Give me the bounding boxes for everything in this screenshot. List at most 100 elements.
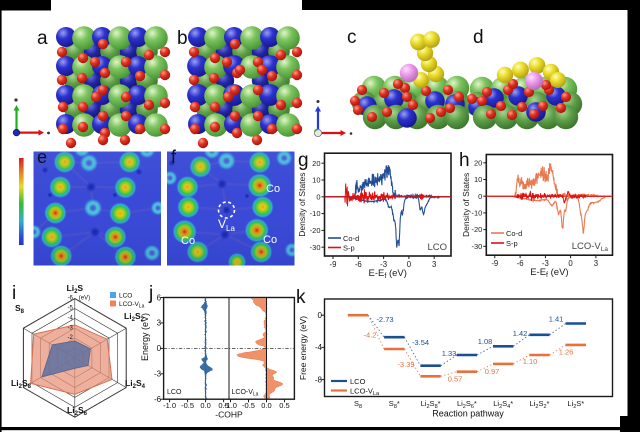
svg-text:-3.39: -3.39: [397, 360, 414, 369]
svg-text:0.57: 0.57: [448, 375, 463, 384]
svg-text:1.10: 1.10: [523, 357, 538, 366]
svg-text:Co: Co: [263, 234, 277, 246]
svg-text:e: e: [37, 147, 47, 167]
svg-text:S8: S8: [15, 303, 25, 315]
svg-text:1.26: 1.26: [559, 348, 574, 357]
svg-text:-3: -3: [67, 325, 73, 331]
svg-text:d: d: [473, 27, 484, 48]
svg-text:-5: -5: [67, 306, 73, 312]
svg-text:Li2S: Li2S: [67, 283, 84, 295]
svg-text:Density of States: Density of States: [297, 172, 307, 236]
svg-text:S8*: S8*: [389, 399, 400, 410]
svg-text:LCO: LCO: [167, 389, 182, 396]
svg-text:b: b: [177, 28, 188, 49]
svg-text:-6: -6: [517, 259, 524, 268]
svg-text:Free energy (eV): Free energy (eV): [298, 316, 308, 380]
svg-text:-6: -6: [154, 395, 162, 404]
svg-text:LCO-VLa: LCO-VLa: [119, 301, 145, 310]
svg-text:Li2S8*: Li2S8*: [421, 399, 441, 410]
svg-text:h: h: [459, 150, 470, 171]
svg-text:0.97: 0.97: [485, 367, 500, 376]
svg-text:0: 0: [318, 311, 323, 320]
svg-text:(eV): (eV): [79, 296, 90, 302]
svg-text:-1.0: -1.0: [163, 401, 176, 410]
svg-text:f: f: [171, 147, 177, 167]
svg-text:-0.5: -0.5: [181, 401, 194, 410]
svg-text:Li2S6: Li2S6: [67, 405, 88, 417]
svg-text:-9: -9: [330, 260, 337, 269]
svg-text:Co: Co: [181, 235, 195, 247]
svg-text:-3: -3: [542, 259, 549, 268]
svg-text:-0.5: -0.5: [242, 401, 255, 410]
svg-text:Co: Co: [266, 183, 280, 195]
svg-text:0: 0: [316, 192, 320, 201]
svg-text:1.42: 1.42: [513, 329, 528, 338]
svg-text:-6: -6: [67, 296, 73, 302]
svg-text:1.08: 1.08: [478, 337, 493, 346]
svg-text:3: 3: [594, 259, 598, 268]
svg-text:10: 10: [474, 175, 482, 184]
svg-text:-2: -2: [67, 335, 73, 341]
svg-text:a: a: [37, 28, 48, 49]
svg-text:-1.0: -1.0: [224, 401, 237, 410]
svg-text:c: c: [347, 27, 357, 48]
svg-text:-8: -8: [315, 375, 323, 384]
svg-text:6: 6: [157, 293, 162, 302]
svg-text:Li2S2*: Li2S2*: [530, 399, 550, 410]
svg-text:-9: -9: [491, 259, 498, 268]
svg-text:E-Ef (eV): E-Ef (eV): [369, 268, 407, 280]
svg-text:Li2S4*: Li2S4*: [493, 399, 513, 410]
svg-text:-30: -30: [310, 243, 321, 252]
svg-text:LCO-VLa: LCO-VLa: [232, 389, 259, 398]
svg-text:-3: -3: [380, 260, 387, 269]
svg-text:1.33: 1.33: [442, 349, 457, 358]
svg-text:-30: -30: [471, 242, 482, 251]
svg-text:k: k: [296, 287, 306, 308]
svg-text:-3: -3: [154, 370, 162, 379]
svg-text:-20: -20: [471, 225, 482, 234]
svg-text:0.5: 0.5: [279, 401, 289, 410]
svg-text:-6: -6: [355, 260, 362, 269]
svg-text:j: j: [148, 283, 153, 304]
svg-text:S8: S8: [354, 399, 362, 410]
svg-text:0.0: 0.0: [261, 401, 271, 410]
svg-text:-20: -20: [310, 226, 321, 235]
svg-text:20: 20: [474, 158, 482, 167]
svg-text:i: i: [12, 283, 16, 304]
svg-text:Li2S4: Li2S4: [125, 378, 146, 390]
svg-text:0: 0: [568, 259, 573, 268]
svg-text:Reaction pathway: Reaction pathway: [432, 409, 504, 419]
svg-text:S-p: S-p: [343, 244, 355, 253]
svg-text:-4.2: -4.2: [364, 331, 377, 340]
svg-text:LCO: LCO: [427, 242, 447, 253]
svg-text:g: g: [298, 150, 309, 171]
svg-text:Li2S2: Li2S2: [124, 311, 145, 323]
svg-text:LCO: LCO: [350, 377, 366, 386]
svg-text:-4: -4: [67, 315, 73, 321]
svg-text:0: 0: [478, 192, 482, 201]
svg-text:Li2S6*: Li2S6*: [457, 399, 477, 410]
svg-text:Co-d: Co-d: [343, 234, 359, 243]
svg-text:-COHP: -COHP: [215, 410, 243, 420]
svg-text:3: 3: [432, 260, 436, 269]
svg-text:Density of States: Density of States: [461, 173, 471, 237]
svg-text:10: 10: [312, 176, 320, 185]
svg-text:Li2S*: Li2S*: [567, 399, 584, 410]
svg-text:-3.54: -3.54: [412, 338, 429, 347]
svg-text:1.41: 1.41: [549, 315, 564, 324]
svg-text:20: 20: [312, 159, 320, 168]
svg-text:S-p: S-p: [506, 239, 518, 248]
svg-text:Co-d: Co-d: [506, 229, 522, 238]
svg-text:0: 0: [407, 260, 412, 269]
svg-text:LCO-VLa: LCO-VLa: [572, 241, 609, 253]
svg-text:E-Ef (eV): E-Ef (eV): [530, 267, 568, 279]
svg-text:3: 3: [157, 319, 162, 328]
svg-text:LCO: LCO: [119, 293, 132, 300]
svg-text:-4: -4: [315, 343, 323, 352]
svg-text:Li2S8: Li2S8: [11, 378, 32, 390]
svg-text:-2.73: -2.73: [376, 315, 393, 324]
svg-text:-10: -10: [310, 209, 321, 218]
svg-text:0.0: 0.0: [200, 401, 210, 410]
svg-text:0: 0: [157, 344, 162, 353]
svg-text:0.5: 0.5: [218, 401, 228, 410]
